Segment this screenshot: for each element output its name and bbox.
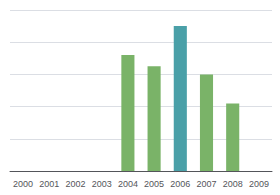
svg-text:2001: 2001 [39,179,59,189]
svg-text:2009: 2009 [249,179,269,189]
svg-text:2005: 2005 [144,179,164,189]
svg-text:2000: 2000 [13,179,33,189]
svg-text:2004: 2004 [118,179,138,189]
svg-text:2003: 2003 [92,179,112,189]
svg-text:2002: 2002 [65,179,85,189]
svg-text:2006: 2006 [170,179,190,189]
svg-text:2007: 2007 [196,179,216,189]
svg-text:2008: 2008 [223,179,243,189]
